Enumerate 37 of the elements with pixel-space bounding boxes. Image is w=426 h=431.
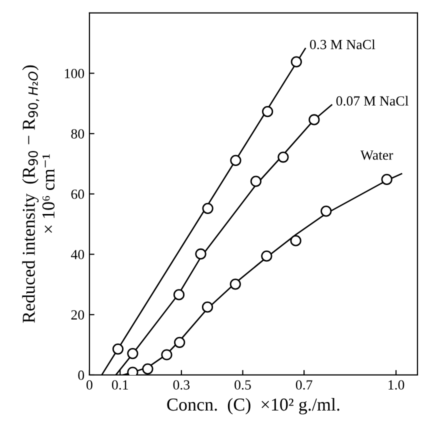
point <box>142 363 154 374</box>
x-tick-label: 0.7 <box>296 380 312 390</box>
point <box>174 336 186 348</box>
y-tick-label: 100 <box>64 68 84 78</box>
text: Reduced intensity (R$_{90}$ − R$_{90,H₂O}$) × 10⁶ cm⁻¹ <box>22 65 55 323</box>
point <box>250 176 262 187</box>
point <box>320 206 332 217</box>
x-tick-label: 0 <box>86 380 92 390</box>
point <box>308 114 320 126</box>
point <box>173 289 185 300</box>
point <box>262 106 274 118</box>
point <box>290 56 302 68</box>
series-label: Water <box>360 150 394 160</box>
y-tick-label: 80 <box>71 129 84 139</box>
point <box>202 302 214 313</box>
x-tick-label: 0.1 <box>112 380 128 390</box>
x-tick-label: 0.3 <box>173 380 190 390</box>
y-tick-label: 20 <box>71 310 84 320</box>
point <box>381 174 392 186</box>
point <box>230 154 242 166</box>
series-label: 0.07 M NaCl <box>336 96 408 106</box>
point <box>202 202 214 214</box>
series-label: 0.3 M NaCl <box>310 39 376 50</box>
point <box>278 152 289 163</box>
point <box>195 248 206 260</box>
point <box>127 348 138 360</box>
point <box>230 278 241 290</box>
y-tick-label: 40 <box>70 250 84 260</box>
y-tick-label: 60 <box>71 190 84 199</box>
point <box>290 235 302 246</box>
x-axis-title: Concn. (C) ×10² g./ml. <box>167 398 340 414</box>
x-tick-label: 0.5 <box>234 380 251 390</box>
y-tick-label: 0 <box>78 370 84 380</box>
point <box>161 349 172 360</box>
point <box>112 343 124 355</box>
point <box>261 250 272 262</box>
x-tick-label: 1.0 <box>388 380 404 390</box>
